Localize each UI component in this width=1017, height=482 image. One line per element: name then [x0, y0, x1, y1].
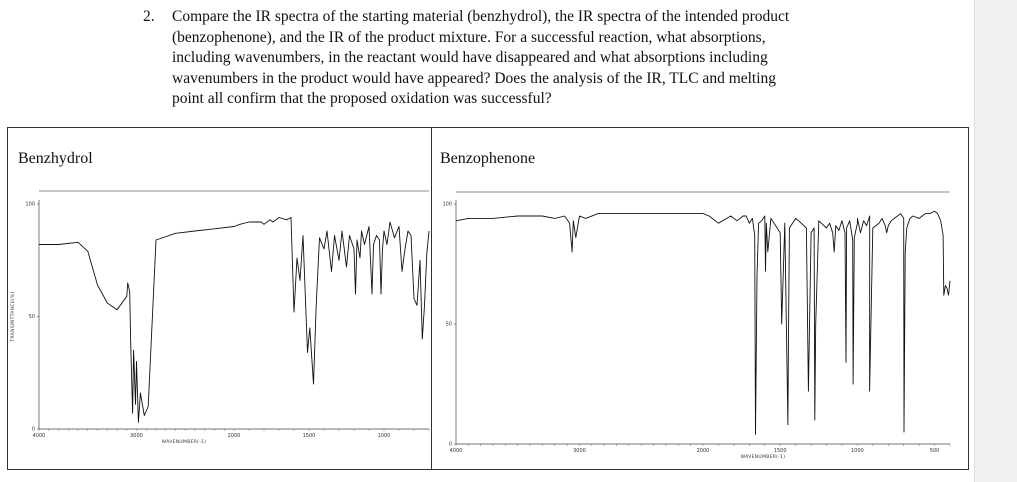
benzophenone-title: Benzophenone: [440, 150, 536, 167]
y-tick-label: 50: [29, 314, 35, 320]
x-axis-caption: WAVENUMBER(-1): [741, 454, 786, 460]
y-tick-label: 0: [449, 442, 452, 448]
x-tick-label: 4000: [33, 433, 46, 439]
x-tick-label: 4000: [450, 448, 463, 454]
page-side-gutter: [974, 0, 1017, 482]
x-tick-label: 1500: [774, 448, 787, 454]
spectrum-trace: [455, 210, 951, 435]
question-text: Compare the IR spectra of the starting m…: [172, 7, 872, 110]
y-tick-label: 100: [442, 202, 452, 208]
x-tick-label: 2000: [228, 433, 241, 439]
y-tick-label: 0: [32, 427, 35, 433]
y-axis-caption: TRANSMITTANCE(%): [10, 291, 16, 342]
question-number: 2.: [143, 8, 155, 25]
x-tick-label: 3000: [130, 433, 143, 439]
question-line: wavenumbers in the product would have ap…: [172, 69, 777, 87]
y-tick-label: 50: [446, 322, 452, 328]
benzhydrol-spectrum-panel: Benzhydrol 100 50 0 4000 3000 2000 1500 1000 WAV…: [7, 127, 432, 470]
x-tick-label: 500: [930, 448, 940, 454]
question-line: Compare the IR spectra of the starting m…: [172, 8, 790, 25]
x-tick-label: 1000: [378, 433, 391, 439]
x-tick-label: 2000: [697, 448, 710, 454]
x-tick-label: 3000: [573, 448, 586, 454]
benzophenone-spectrum-panel: Benzophenone 100 50 0 4000 3000 2000 1500 1000 5…: [431, 127, 969, 470]
x-tick-label: 1000: [851, 448, 864, 454]
benzhydrol-title: Benzhydrol: [18, 150, 93, 167]
y-tick-label: 100: [25, 202, 35, 208]
spectrum-trace: [39, 217, 430, 423]
x-axis-caption: WAVENUMBER(-1): [162, 439, 207, 445]
question-line: (benzophenone), and the IR of the produc…: [172, 28, 766, 46]
x-tick-label: 1500: [303, 433, 316, 439]
question-line: including wavenumbers, in the reactant w…: [172, 49, 768, 66]
question-line: point all confirm that the proposed oxid…: [172, 90, 552, 107]
